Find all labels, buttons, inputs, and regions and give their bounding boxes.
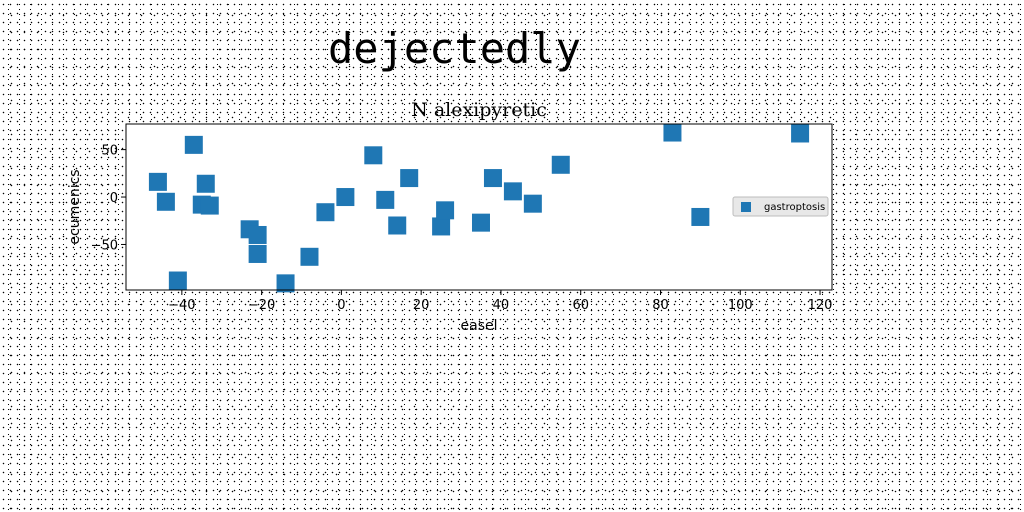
y-axis-ticks: −50 0 50 [91, 144, 126, 253]
data-point [148, 172, 167, 191]
data-point [196, 174, 215, 193]
plot-frame [125, 123, 833, 291]
x-axis-ticks: −40 −20 0 20 40 60 80 100 120 [168, 290, 832, 313]
data-point [276, 274, 295, 293]
data-point [691, 207, 710, 226]
data-point [336, 188, 355, 207]
data-point [376, 190, 395, 209]
data-point [471, 213, 490, 232]
plot-area [126, 124, 832, 290]
page-title: dejectedly [328, 24, 581, 73]
y-tick-label: 50 [101, 144, 118, 159]
chart-title: N alexipyretic [411, 99, 547, 121]
data-point [523, 194, 542, 213]
legend-marker [741, 202, 751, 212]
data-point [551, 155, 570, 174]
data-point [248, 244, 267, 263]
data-point [663, 123, 682, 142]
y-tick-label: 0 [110, 191, 118, 206]
x-tick-label: −40 [168, 298, 195, 313]
data-point [156, 192, 175, 211]
x-axis-label: easel [461, 318, 498, 334]
data-point [364, 146, 383, 165]
y-tick-label: −50 [91, 238, 118, 253]
x-tick-label: 80 [652, 298, 669, 313]
legend-label: gastroptosis [764, 202, 825, 213]
x-tick-label: −20 [248, 298, 275, 313]
data-point [316, 203, 335, 222]
data-point [503, 182, 522, 201]
x-tick-label: 40 [493, 298, 510, 313]
x-tick-label: 60 [572, 298, 589, 313]
data-point [168, 271, 187, 290]
data-point [436, 201, 455, 220]
data-point [300, 247, 319, 266]
legend: gastroptosis [732, 196, 829, 217]
x-tick-label: 20 [413, 298, 430, 313]
x-tick-label: 120 [808, 298, 833, 313]
data-point [184, 135, 203, 154]
data-point [432, 217, 451, 236]
legend-box [732, 196, 829, 217]
data-point [791, 124, 810, 143]
y-axis-label: ecumenics [67, 169, 83, 244]
data-point [248, 225, 267, 244]
x-tick-label: 0 [337, 298, 345, 313]
data-point [200, 196, 219, 215]
x-tick-label: 100 [728, 298, 753, 313]
data-points [148, 123, 810, 293]
data-point [388, 216, 407, 235]
data-point [483, 169, 502, 188]
data-point [400, 169, 419, 188]
